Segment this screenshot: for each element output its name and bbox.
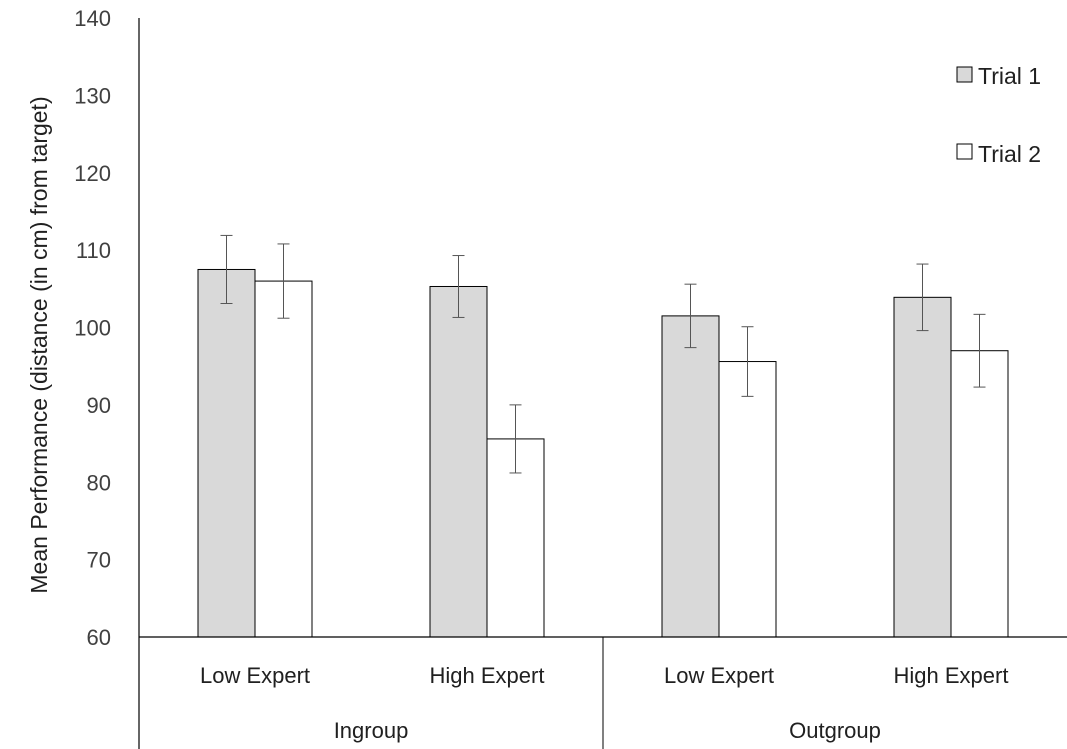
y-axis-title: Mean Performance (distance (in cm) from … [26, 96, 52, 593]
category-label: High Expert [894, 663, 1009, 688]
category-label: Low Expert [200, 663, 310, 688]
legend-label: Trial 1 [978, 63, 1041, 89]
bar-trial-1 [893, 296, 952, 638]
y-tick-label: 140 [74, 6, 111, 31]
category-labels: Low Expert High Expert Low Expert High Expe… [200, 663, 1009, 688]
bar-trial-2 [950, 350, 1009, 638]
y-tick-label: 110 [76, 238, 111, 263]
y-tick-label: 60 [87, 625, 111, 650]
y-tick-label: 100 [74, 316, 111, 341]
bar-trial-1 [197, 268, 256, 638]
bar-trial-2 [718, 361, 777, 638]
bars [197, 268, 1009, 638]
category-label: High Expert [430, 663, 545, 688]
y-tick-label: 130 [74, 83, 111, 108]
group-label: Ingroup [334, 718, 409, 743]
legend-swatch [956, 143, 973, 160]
y-tick-label: 120 [74, 161, 111, 186]
y-tick-label: 80 [87, 470, 111, 495]
bar-trial-1 [661, 315, 720, 638]
category-label: Low Expert [664, 663, 774, 688]
bar-trial-1 [429, 285, 488, 638]
y-tick-label: 90 [87, 393, 111, 418]
group-labels: Ingroup Outgroup [334, 637, 881, 749]
y-tick-label: 70 [87, 548, 111, 573]
bar-trial-2 [254, 280, 313, 638]
legend-label: Trial 2 [978, 141, 1041, 167]
legend: Trial 1 Trial 2 [956, 63, 1041, 167]
y-axis-ticks: 60 70 80 90 100 110 120 130 140 [74, 6, 111, 650]
legend-swatch [956, 66, 973, 83]
group-label: Outgroup [789, 718, 881, 743]
error-bars [220, 234, 986, 474]
